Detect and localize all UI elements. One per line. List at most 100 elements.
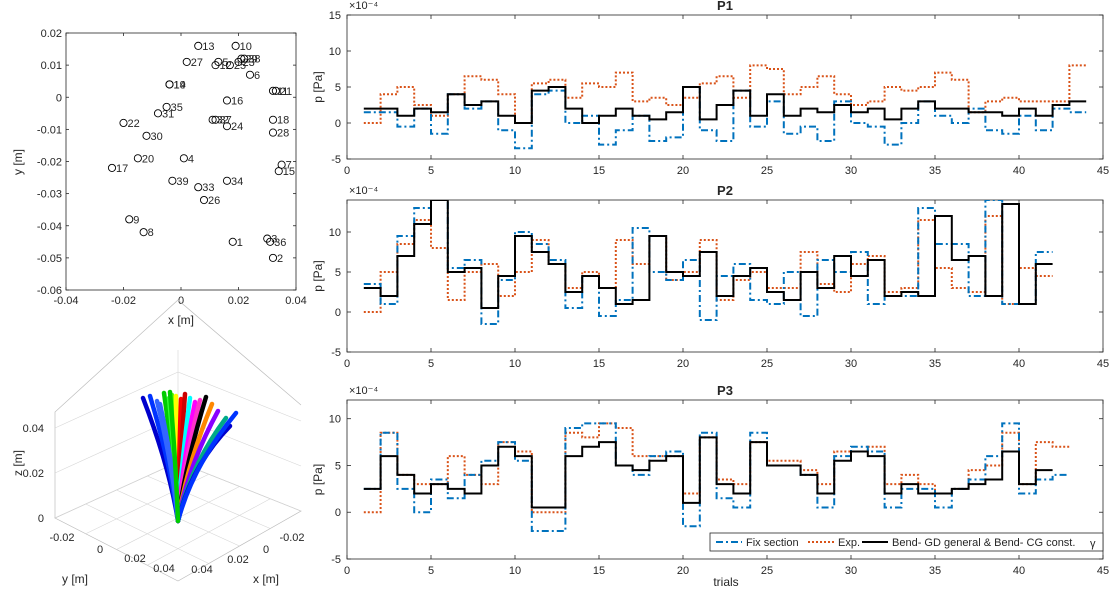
plot3d-xtick-label: 0.02 bbox=[227, 554, 248, 566]
scatter-point bbox=[162, 102, 171, 111]
plot3d-grid-line bbox=[54, 371, 179, 429]
scatter-point-label: 17 bbox=[116, 163, 128, 175]
scatter-point-label: 38 bbox=[248, 54, 260, 66]
panel-xtick-label: 35 bbox=[929, 358, 941, 370]
panel-xtick-label: 45 bbox=[1097, 358, 1109, 370]
panel-xtick-label: 35 bbox=[929, 565, 941, 577]
panel-xtick-label: 20 bbox=[677, 358, 689, 370]
scatter-point-label: 24 bbox=[231, 121, 243, 133]
plot3d-ztick-label: 0.04 bbox=[23, 423, 44, 435]
panel-ytick-label: 5 bbox=[335, 460, 341, 472]
panel-ytick-label: 0 bbox=[335, 507, 341, 519]
scatter-point-label: 29 bbox=[245, 54, 257, 66]
scatter-point-label: 10 bbox=[240, 41, 252, 53]
panel-ytick-label: 10 bbox=[329, 227, 341, 239]
panel-title: P2 bbox=[717, 183, 733, 198]
scatter-point bbox=[194, 41, 203, 50]
scatter-point-label: 30 bbox=[151, 131, 163, 143]
panel-exponent: ×10⁻⁴ bbox=[349, 185, 378, 197]
scatter-point-label: 6 bbox=[254, 70, 260, 82]
scatter-point-label: 3 bbox=[271, 234, 277, 246]
scatter-point-label: 18 bbox=[277, 115, 289, 127]
scatter-point bbox=[240, 54, 249, 63]
scatter-ytick-label: -0.06 bbox=[37, 285, 62, 297]
panel-ytick-label: 0 bbox=[335, 307, 341, 319]
panel-series-line bbox=[363, 64, 1087, 124]
panel-axes-box bbox=[346, 399, 1104, 560]
scatter-xtick-label: 0 bbox=[178, 295, 184, 307]
scatter-point-label: 36 bbox=[274, 237, 286, 249]
panel-xtick-label: 25 bbox=[761, 358, 773, 370]
scatter-point bbox=[211, 115, 220, 124]
plot3d-xtick-label: -0.02 bbox=[279, 532, 304, 544]
panel-xtick-label: 15 bbox=[593, 565, 605, 577]
scatter-ytick-label: -0.05 bbox=[37, 253, 62, 265]
scatter-point-label: 4 bbox=[188, 153, 194, 165]
scatter-point-label: 31 bbox=[162, 108, 174, 120]
scatter-point bbox=[245, 70, 255, 79]
panel-xtick-label: 10 bbox=[509, 165, 521, 177]
scatter-ytick-label: -0.01 bbox=[37, 124, 62, 136]
scatter-point-label: 27 bbox=[191, 57, 203, 69]
panel-series-line bbox=[363, 86, 1087, 124]
panel-xtick-label: 0 bbox=[344, 165, 350, 177]
panel-ytick-label: 10 bbox=[329, 414, 341, 426]
scatter-point-label: 35 bbox=[171, 102, 183, 114]
panel-xtick-label: 20 bbox=[677, 565, 689, 577]
panel-series-line bbox=[363, 200, 1053, 309]
scatter-point bbox=[168, 176, 177, 185]
scatter-axes-box bbox=[65, 32, 297, 291]
scatter-ytick-label: -0.02 bbox=[37, 157, 62, 169]
panel-xtick-label: 5 bbox=[428, 358, 434, 370]
panel-xtick-label: 0 bbox=[344, 565, 350, 577]
scatter-plot: -0.04 -0.02 0 0.02 0.04 0.02 0.01 0 -0.01 -0.02 -0… bbox=[11, 28, 307, 327]
scatter-ytick-label: 0.02 bbox=[41, 28, 62, 40]
scatter-ytick-label: 0.01 bbox=[41, 60, 62, 72]
scatter-point-label: 2 bbox=[277, 253, 283, 265]
panel-xtick-label: 10 bbox=[509, 565, 521, 577]
scatter-point-label: 33 bbox=[202, 182, 214, 194]
panel-exponent: ×10⁻⁴ bbox=[349, 0, 378, 12]
scatter-point bbox=[142, 131, 151, 140]
scatter-point bbox=[208, 115, 217, 124]
panel-xtick-label: 25 bbox=[761, 565, 773, 577]
scatter-point-label: 7 bbox=[286, 160, 292, 172]
panel-ytick-label: -5 bbox=[331, 347, 341, 359]
panel-ytick-label: -5 bbox=[331, 154, 341, 166]
scatter-point bbox=[139, 228, 148, 237]
plot3d-xtick-label: 0 bbox=[263, 544, 269, 556]
scatter-point bbox=[194, 183, 203, 192]
scatter-xtick-label: 0.02 bbox=[228, 295, 249, 307]
panel-xtick-label: 20 bbox=[677, 165, 689, 177]
legend-gamma: γ bbox=[1090, 538, 1096, 550]
panel-ylabel: p [Pa] bbox=[311, 464, 325, 495]
panel-xtick-label: 35 bbox=[929, 165, 941, 177]
panel-xtick-label: 30 bbox=[845, 165, 857, 177]
panel-ytick-label: 5 bbox=[335, 82, 341, 94]
plot3d-xlabel: x [m] bbox=[253, 572, 279, 586]
scatter-point bbox=[199, 195, 209, 205]
scatter-point-label: 5 bbox=[222, 57, 228, 69]
scatter-point-label: 12 bbox=[220, 60, 232, 72]
panel-ytick-label: 5 bbox=[335, 267, 341, 279]
panel-title: P3 bbox=[717, 383, 733, 398]
scatter-xlabel: x [m] bbox=[168, 313, 194, 327]
scatter-point bbox=[268, 86, 278, 95]
scatter-point bbox=[222, 96, 232, 105]
panel-title: P1 bbox=[717, 0, 733, 13]
panel-xtick-label: 15 bbox=[593, 358, 605, 370]
scatter-point-label: 21 bbox=[280, 86, 292, 98]
scatter-point-label: 16 bbox=[231, 95, 243, 107]
panel-xtick-label: 40 bbox=[1013, 565, 1025, 577]
scatter-point-label: 13 bbox=[202, 41, 214, 53]
plot3d-grid-line bbox=[54, 461, 179, 519]
panel-xtick-label: 30 bbox=[845, 565, 857, 577]
scatter-point bbox=[153, 109, 163, 118]
scatter-ytick-label: 0 bbox=[56, 92, 62, 104]
plot3d-xtick-label: 0.04 bbox=[191, 564, 212, 576]
scatter-point bbox=[182, 57, 191, 66]
scatter-ytick-label: -0.03 bbox=[37, 189, 62, 201]
